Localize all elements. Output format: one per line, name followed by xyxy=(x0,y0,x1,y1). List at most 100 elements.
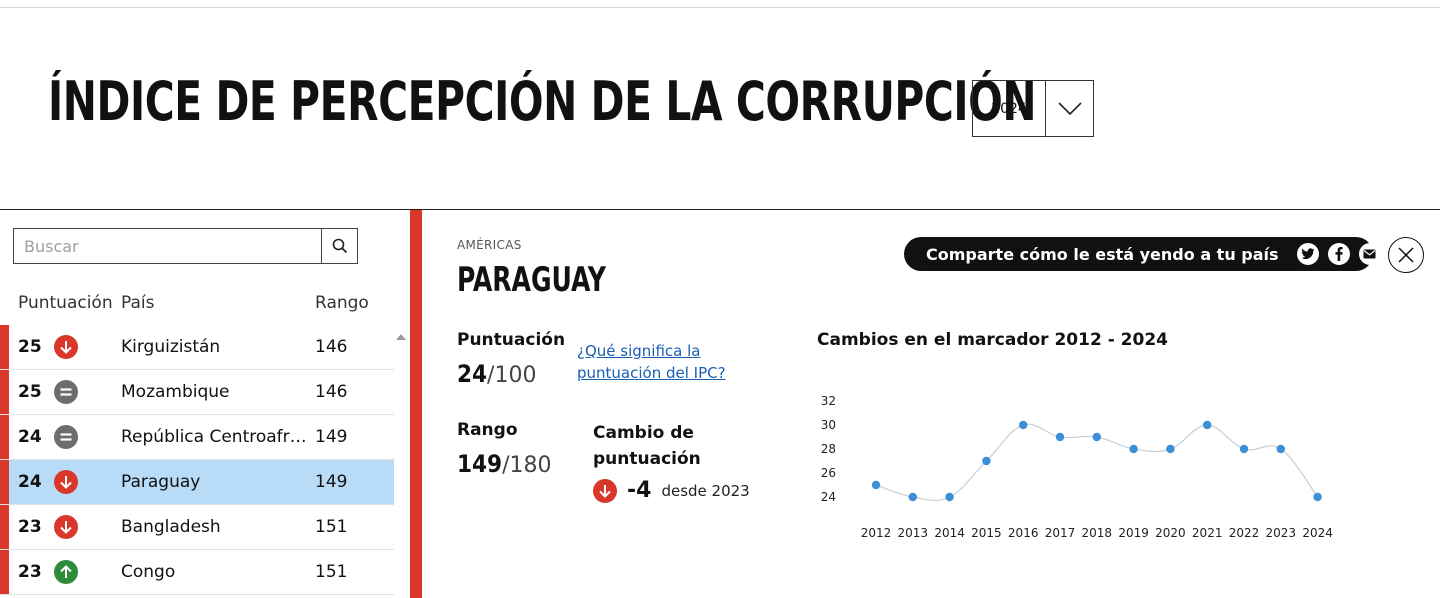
row-score: 23 xyxy=(18,562,42,582)
country-list-panel: Puntuación País Rango 25 Kirguizistán 14… xyxy=(0,210,410,598)
trend-up-icon xyxy=(54,560,78,584)
change-since: desde 2023 xyxy=(661,481,750,500)
row-rank: 146 xyxy=(315,382,348,402)
search-button[interactable] xyxy=(321,229,357,263)
x-tick-label: 2016 xyxy=(1008,526,1039,540)
row-rank: 149 xyxy=(315,427,348,447)
rank-number: 149 xyxy=(457,450,503,478)
chevron-down-icon xyxy=(1046,81,1093,136)
search-box xyxy=(13,228,358,264)
row-score: 25 xyxy=(18,337,42,357)
data-point[interactable] xyxy=(1276,444,1285,454)
table-row-selected[interactable]: 24 Paraguay 149 xyxy=(0,460,394,505)
search-icon xyxy=(332,238,347,254)
region-label: AMÉRICAS xyxy=(457,238,522,252)
section-divider xyxy=(0,209,1440,210)
x-tick-label: 2022 xyxy=(1229,526,1260,540)
year-select[interactable]: 2024 xyxy=(972,80,1094,137)
score-change: -4 desde 2023 xyxy=(593,478,750,503)
row-country: Kirguizistán xyxy=(121,337,221,357)
y-tick-label: 28 xyxy=(821,442,836,456)
x-tick-label: 2024 xyxy=(1302,526,1333,540)
x-tick-label: 2013 xyxy=(898,526,929,540)
rank-label: Rango xyxy=(457,420,518,440)
change-label: Cambio de puntuación xyxy=(593,423,701,469)
change-value: -4 xyxy=(627,478,652,503)
data-point[interactable] xyxy=(1166,444,1175,454)
top-border xyxy=(0,7,1440,8)
email-icon[interactable] xyxy=(1358,243,1381,265)
table-row[interactable]: 23 Bangladesh 151 xyxy=(0,505,394,550)
data-point[interactable] xyxy=(1313,492,1322,502)
y-tick-label: 30 xyxy=(821,418,836,432)
y-tick-label: 24 xyxy=(821,490,836,504)
scroll-up-arrow[interactable] xyxy=(396,334,406,340)
trend-down-icon xyxy=(593,478,617,503)
x-tick-label: 2015 xyxy=(971,526,1002,540)
close-button[interactable] xyxy=(1388,237,1424,273)
page-title: ÍNDICE DE PERCEPCIÓN DE LA CORRUPCIÓN xyxy=(48,70,1037,133)
row-country: República Centroafricana xyxy=(121,427,311,447)
row-score: 24 xyxy=(18,427,42,447)
x-tick-label: 2019 xyxy=(1118,526,1149,540)
data-point[interactable] xyxy=(1129,444,1138,454)
data-point[interactable] xyxy=(1203,420,1212,430)
facebook-icon[interactable] xyxy=(1327,243,1350,265)
trend-down-icon xyxy=(54,470,78,494)
chart-title: Cambios en el marcador 2012 - 2024 xyxy=(817,330,1168,350)
row-country: Paraguay xyxy=(121,472,201,492)
country-table: 25 Kirguizistán 146 25 Mozambique 146 24… xyxy=(0,325,394,595)
row-rank: 149 xyxy=(315,472,348,492)
data-point[interactable] xyxy=(1092,432,1101,442)
row-country: Mozambique xyxy=(121,382,230,402)
trend-equal-icon xyxy=(54,380,78,404)
score-line-chart: 24 26 28 30 32 2012 2013 2014 2015 2016 2017 2018 20… xyxy=(821,394,1333,540)
x-tick-label: 2021 xyxy=(1192,526,1223,540)
panel-accent-bar xyxy=(410,210,422,598)
data-point[interactable] xyxy=(1055,432,1065,442)
data-point[interactable] xyxy=(982,456,991,466)
x-tick-label: 2018 xyxy=(1082,526,1113,540)
country-title: PARAGUAY xyxy=(457,260,606,300)
table-row[interactable]: 25 Kirguizistán 146 xyxy=(0,325,394,370)
x-tick-label: 2023 xyxy=(1266,526,1297,540)
data-point[interactable] xyxy=(1239,444,1249,454)
row-rank: 151 xyxy=(315,562,348,582)
data-point[interactable] xyxy=(871,480,881,490)
x-tick-label: 2020 xyxy=(1155,526,1186,540)
score-label: Puntuación xyxy=(457,330,566,350)
y-tick-label: 32 xyxy=(821,394,836,408)
row-score: 24 xyxy=(18,472,42,492)
trend-down-icon xyxy=(54,335,78,359)
row-score: 23 xyxy=(18,517,42,537)
table-row[interactable]: 23 Congo 151 xyxy=(0,550,394,595)
data-point[interactable] xyxy=(945,492,954,502)
table-row[interactable]: 25 Mozambique 146 xyxy=(0,370,394,415)
twitter-icon[interactable] xyxy=(1296,243,1319,265)
trend-down-icon xyxy=(54,515,78,539)
data-point[interactable] xyxy=(908,492,917,502)
rank-max: /180 xyxy=(502,453,552,478)
score-max: /100 xyxy=(487,363,537,388)
year-select-value: 2024 xyxy=(973,81,1046,136)
close-icon xyxy=(1398,247,1414,263)
trend-equal-icon xyxy=(54,425,78,449)
column-header-country[interactable]: País xyxy=(121,293,155,313)
score-value: 24/100 xyxy=(457,360,536,388)
column-header-rank[interactable]: Rango xyxy=(315,293,369,313)
x-tick-label: 2017 xyxy=(1045,526,1076,540)
row-score: 25 xyxy=(18,382,42,402)
row-rank: 146 xyxy=(315,337,348,357)
x-tick-label: 2014 xyxy=(934,526,965,540)
row-country: Bangladesh xyxy=(121,517,221,537)
table-row[interactable]: 24 República Centroafricana 149 xyxy=(0,415,394,460)
share-bar: Comparte cómo le está yendo a tu país xyxy=(904,237,1381,271)
x-tick-label: 2012 xyxy=(861,526,892,540)
column-header-score[interactable]: Puntuación xyxy=(18,293,113,313)
row-rank: 151 xyxy=(315,517,348,537)
search-input[interactable] xyxy=(14,229,321,263)
rank-value: 149/180 xyxy=(457,450,551,478)
cpi-help-link[interactable]: ¿Qué significa la puntuación del IPC? xyxy=(577,342,726,382)
y-tick-label: 26 xyxy=(821,466,836,480)
data-point[interactable] xyxy=(1019,420,1028,430)
